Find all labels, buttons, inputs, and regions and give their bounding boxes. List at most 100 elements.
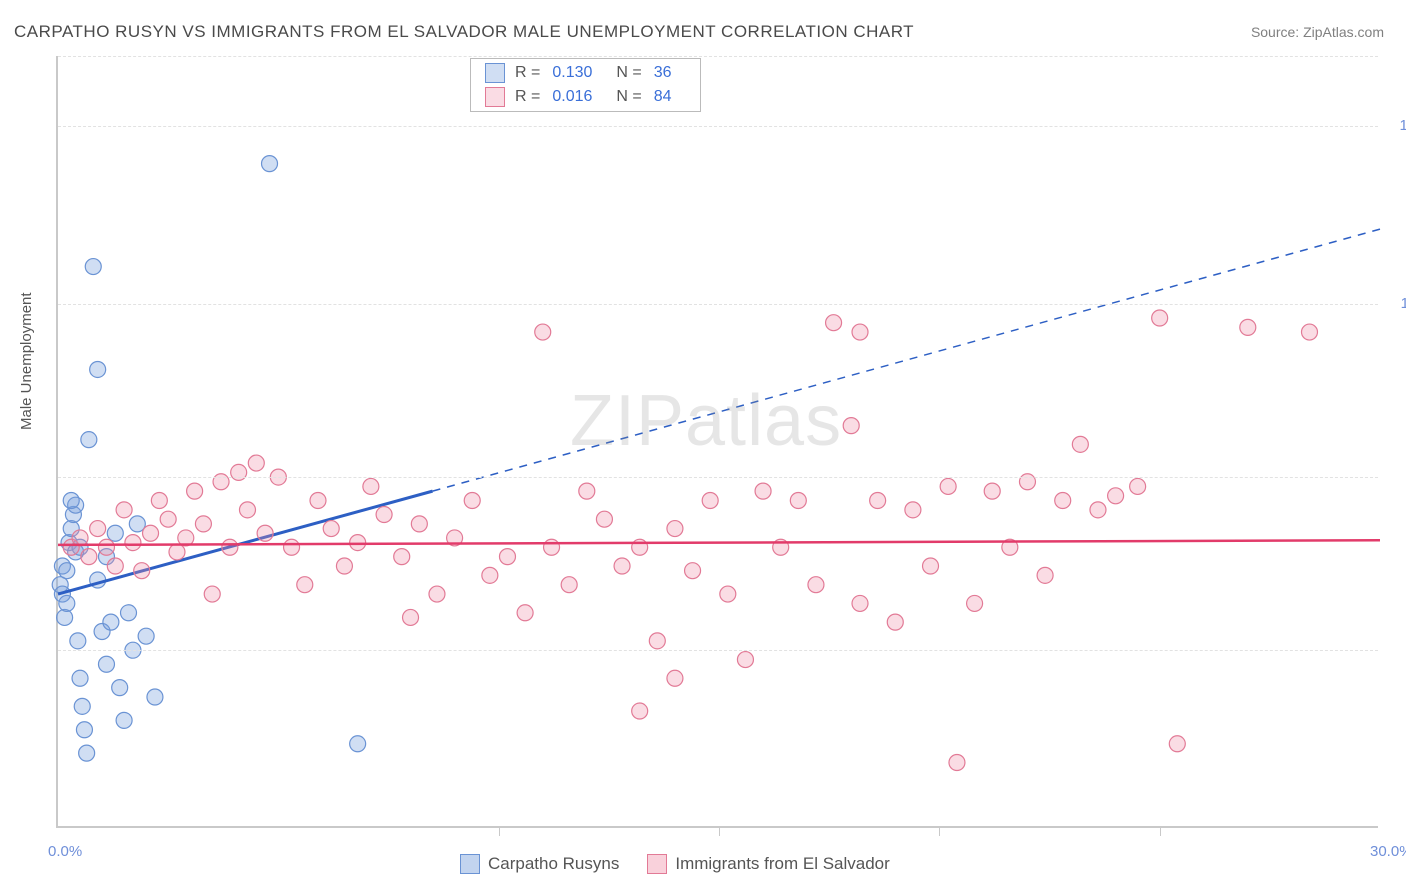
data-point <box>517 605 533 621</box>
series-legend: Carpatho Rusyns Immigrants from El Salvad… <box>460 854 890 874</box>
data-point <box>350 535 366 551</box>
legend-swatch <box>485 63 505 83</box>
data-point <box>482 567 498 583</box>
data-point <box>151 492 167 508</box>
data-point <box>632 703 648 719</box>
data-point <box>852 324 868 340</box>
data-point <box>169 544 185 560</box>
source-attribution: Source: ZipAtlas.com <box>1251 24 1384 40</box>
gridline <box>58 304 1378 305</box>
data-point <box>147 689 163 705</box>
data-point <box>363 478 379 494</box>
data-point <box>685 563 701 579</box>
data-point <box>1037 567 1053 583</box>
data-point <box>1169 736 1185 752</box>
data-point <box>499 549 515 565</box>
data-point <box>90 361 106 377</box>
series-legend-label: Immigrants from El Salvador <box>675 854 889 874</box>
gridline <box>58 56 1378 57</box>
data-point <box>852 595 868 611</box>
data-point <box>737 652 753 668</box>
data-point <box>1130 478 1146 494</box>
data-point <box>1240 319 1256 335</box>
data-point <box>112 680 128 696</box>
data-point <box>138 628 154 644</box>
gridline <box>58 650 1378 651</box>
gridline <box>58 126 1378 127</box>
data-point <box>720 586 736 602</box>
legend-n-value: 36 <box>654 64 672 82</box>
data-point <box>887 614 903 630</box>
y-axis-value: 15.0% <box>1399 117 1406 134</box>
data-point <box>826 315 842 331</box>
data-point <box>949 754 965 770</box>
y-axis-label: Male Unemployment <box>18 292 35 430</box>
data-point <box>429 586 445 602</box>
data-point <box>579 483 595 499</box>
data-point <box>125 535 141 551</box>
data-point <box>59 563 75 579</box>
legend-r-label: R = <box>515 88 540 106</box>
data-point <box>98 656 114 672</box>
data-point <box>187 483 203 499</box>
data-point <box>808 577 824 593</box>
data-point <box>257 525 273 541</box>
series-legend-item: Carpatho Rusyns <box>460 854 619 874</box>
data-point <box>870 492 886 508</box>
data-point <box>239 502 255 518</box>
legend-n-label: N = <box>616 88 641 106</box>
data-point <box>1108 488 1124 504</box>
correlation-legend: R =0.130N =36R =0.016N =84 <box>470 58 701 112</box>
data-point <box>561 577 577 593</box>
data-point <box>905 502 921 518</box>
legend-swatch <box>647 854 667 874</box>
data-point <box>74 698 90 714</box>
data-point <box>81 432 97 448</box>
data-point <box>394 549 410 565</box>
legend-row: R =0.130N =36 <box>471 61 700 85</box>
x-tick <box>1160 826 1161 836</box>
series-legend-item: Immigrants from El Salvador <box>647 854 889 874</box>
data-point <box>667 521 683 537</box>
data-point <box>70 633 86 649</box>
data-point <box>116 502 132 518</box>
legend-n-value: 84 <box>654 88 672 106</box>
data-point <box>310 492 326 508</box>
legend-r-label: R = <box>515 64 540 82</box>
data-point <box>204 586 220 602</box>
chart-title: CARPATHO RUSYN VS IMMIGRANTS FROM EL SAL… <box>14 22 914 42</box>
data-point <box>81 549 97 565</box>
legend-row: R =0.016N =84 <box>471 85 700 109</box>
data-point <box>297 577 313 593</box>
data-point <box>72 530 88 546</box>
x-tick <box>719 826 720 836</box>
data-point <box>940 478 956 494</box>
data-point <box>1090 502 1106 518</box>
x-axis-value: 30.0% <box>1370 843 1406 860</box>
series-legend-label: Carpatho Rusyns <box>488 854 619 874</box>
data-point <box>649 633 665 649</box>
data-point <box>121 605 137 621</box>
data-point <box>596 511 612 527</box>
data-point <box>284 539 300 555</box>
data-point <box>464 492 480 508</box>
gridline <box>58 477 1378 478</box>
data-point <box>1301 324 1317 340</box>
data-point <box>614 558 630 574</box>
watermark: ZIPatlas <box>570 380 842 462</box>
data-point <box>336 558 352 574</box>
data-point <box>403 609 419 625</box>
data-point <box>116 712 132 728</box>
data-point <box>323 521 339 537</box>
data-point <box>790 492 806 508</box>
legend-swatch <box>485 87 505 107</box>
x-tick <box>939 826 940 836</box>
x-axis-value: 0.0% <box>48 843 82 860</box>
data-point <box>160 511 176 527</box>
y-axis-value: 11.2% <box>1401 295 1406 312</box>
x-tick <box>499 826 500 836</box>
data-point <box>134 563 150 579</box>
data-point <box>143 525 159 541</box>
data-point <box>411 516 427 532</box>
data-point <box>667 670 683 686</box>
